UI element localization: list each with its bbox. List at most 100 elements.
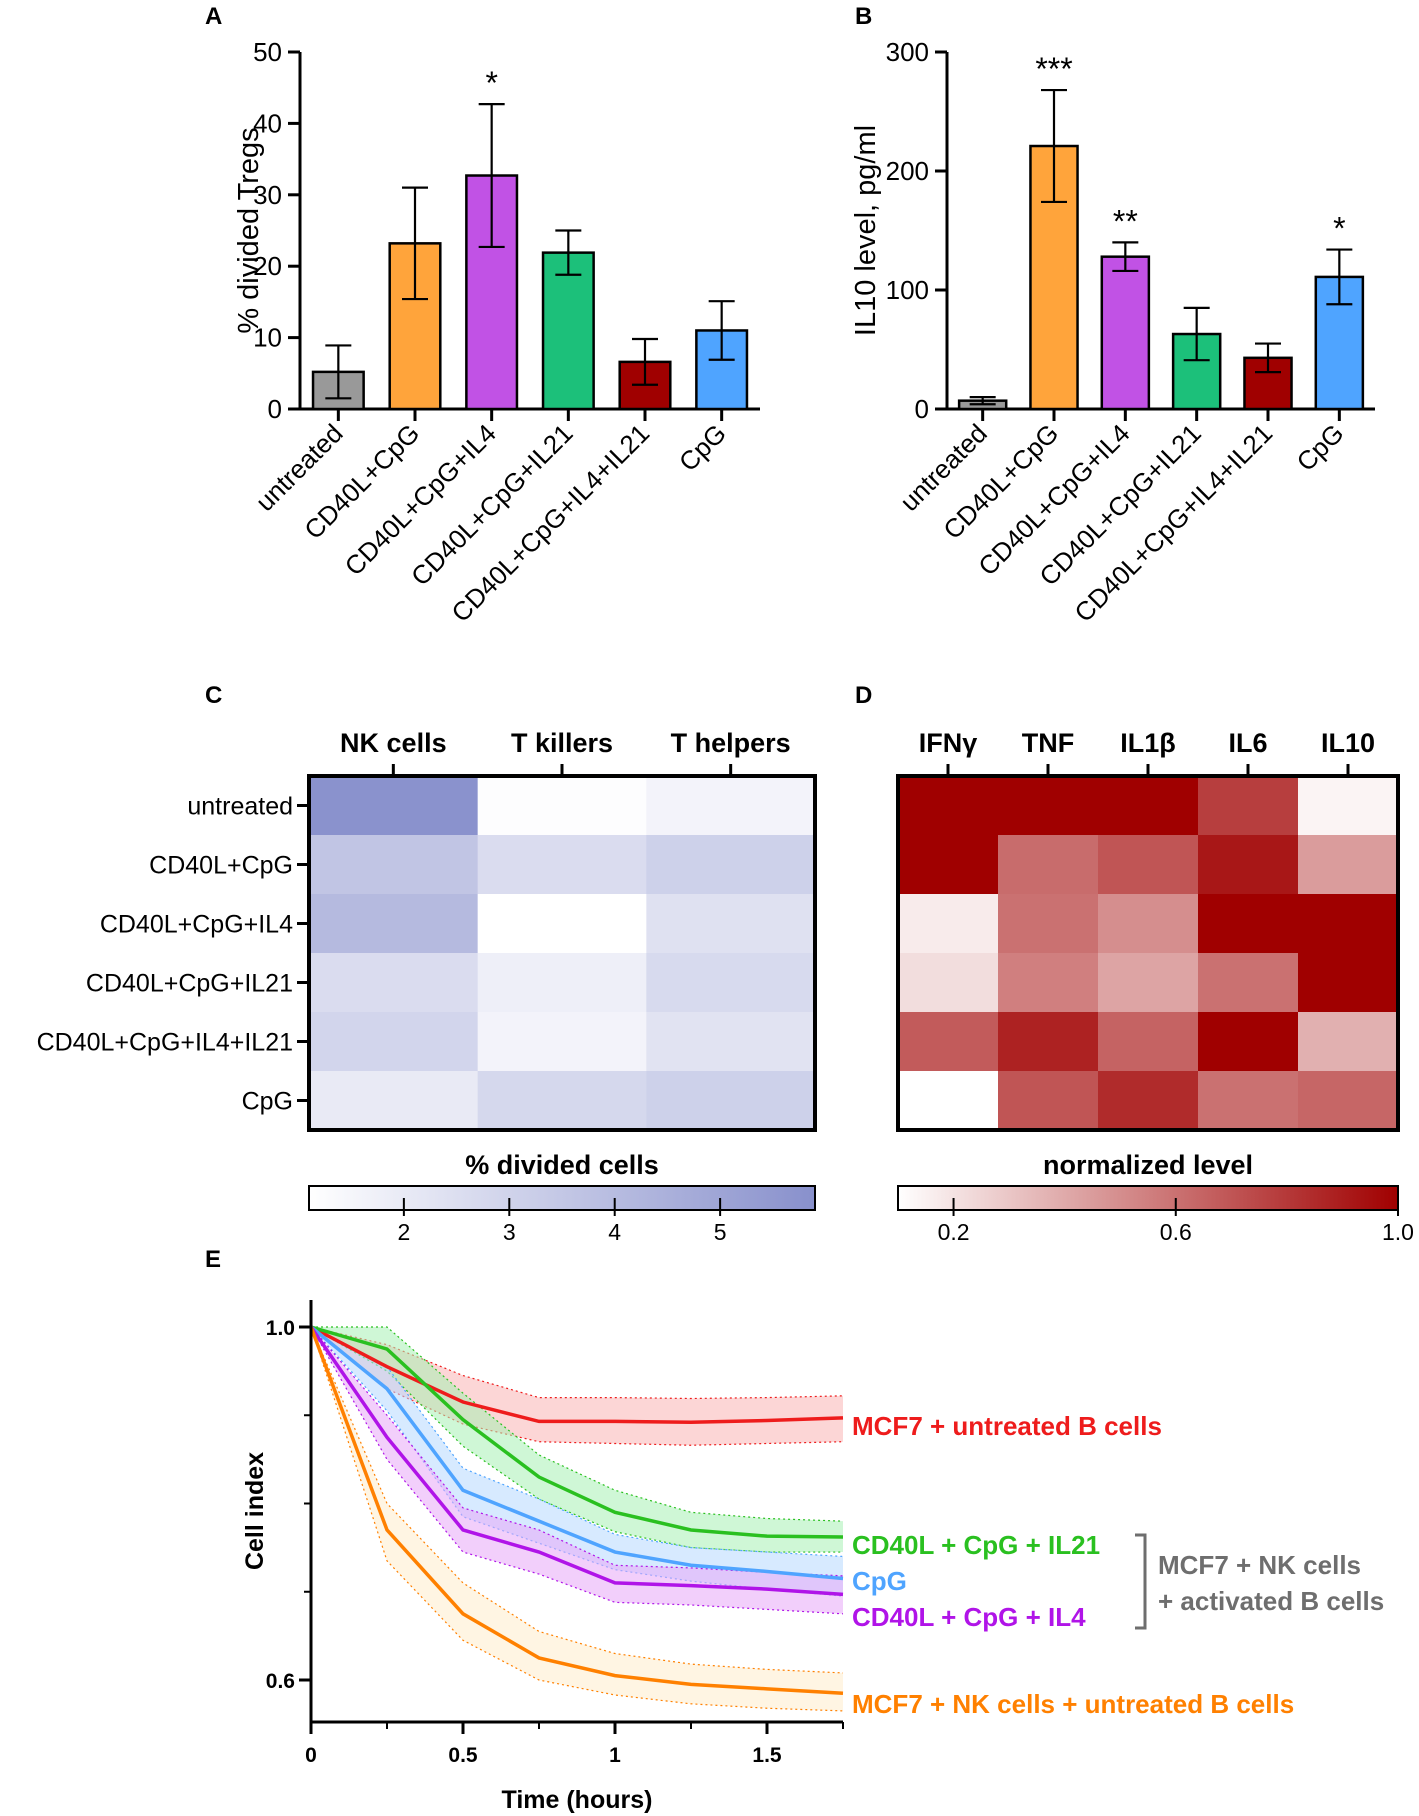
heat-cell-CD40L+CpG+IL21-IL6 [1198,953,1299,1013]
colorbar-tick-label: 0.6 [1160,1219,1192,1245]
heat-cell-CD40L+CpG+IL4+IL21-IL6 [1198,1012,1299,1072]
column-label: T helpers [671,728,791,758]
series-line-MCF7 + untreated B cells [310,1325,844,1425]
heat-cell-CD40L+CpG+IL21-TNF [998,953,1099,1013]
x-tick-label: 0 [305,1744,317,1767]
row-label: CD40L+CpG [149,852,293,880]
heat-cell-CD40L+CpG+IL4+IL21-IL10 [1298,1012,1399,1072]
series-label-CD40L + CpG + IL4: CD40L + CpG + IL4 [852,1602,1086,1632]
heat-cell-CD40L+CpG+IL4-T killers [477,894,647,954]
confidence-band-CpG [311,1327,843,1597]
heat-cell-CD40L+CpG+IL21-T helpers [646,953,816,1013]
colorbar-tick-label: 0.2 [938,1219,970,1245]
column-label: T killers [511,728,613,758]
colorbar [308,1185,816,1211]
heat-cell-CD40L+CpG-IFNγ [898,835,999,895]
significance-mark: *** [1035,51,1072,87]
heat-cell-CD40L+CpG-NK cells [309,835,479,895]
y-tick-label: 100 [886,275,929,305]
y-tick-label: 40 [253,108,282,138]
row-label: untreated [187,793,293,821]
y-tick-label: 50 [253,37,282,67]
y-axis-label: IL10 level, pg/ml [850,125,882,336]
significance-mark: * [485,65,497,101]
significance-mark: * [1333,211,1345,247]
y-tick-label: 0 [268,394,282,424]
heat-cell-CD40L+CpG+IL21-IL10 [1298,953,1399,1013]
heat-cell-untreated-IFNγ [898,776,999,836]
heat-cell-CpG-IL6 [1198,1071,1299,1131]
y-tick-label: 20 [253,251,282,281]
heat-cell-CD40L+CpG+IL21-IL1β [1098,953,1199,1013]
heat-cell-CD40L+CpG+IL4-IL6 [1198,894,1299,954]
heat-cell-CpG-T helpers [646,1071,816,1131]
confidence-band-MCF7 + untreated B cells [311,1327,843,1446]
heat-cell-CD40L+CpG+IL4+IL21-NK cells [309,1012,479,1072]
panel-letter-a: A [205,3,222,30]
series-label-CpG: CpG [852,1566,907,1596]
panel-d-heatmap: IFNγ TNF IL1β IL6 IL10 normalized level 0.2 0.6… [896,728,1414,1245]
confidence-band-MCF7 + NK cells + untreated B cells [311,1327,843,1711]
y-axis-label: Cell index [241,1452,269,1570]
series-line-CpG [309,1325,844,1581]
colorbar-tick-label: 3 [503,1219,516,1245]
row-label: CD40L+CpG+IL4 [100,911,293,939]
colorbar-tick-label: 5 [714,1219,727,1245]
bracket [1135,1533,1147,1630]
colorbar [897,1185,1399,1211]
row-label: CD40L+CpG+IL21 [86,970,293,998]
confidence-band-CD40L + CpG + IL21 [311,1327,843,1553]
x-tick-label: 1 [609,1744,621,1767]
colorbar-tick-label: 2 [397,1219,410,1245]
series-line-CD40L + CpG + IL21 [310,1325,844,1539]
heat-cell-untreated-IL1β [1098,776,1199,836]
heat-cell-CpG-IFNγ [898,1071,999,1131]
heat-cell-CpG-IL1β [1098,1071,1199,1131]
heat-cell-CD40L+CpG+IL4+IL21-T killers [477,1012,647,1072]
panel-e-line-chart: 0.6 1.0 0 0.5 1 1.5 Time (hours) Cell index MCF7… [241,1300,1384,1814]
x-axis-label: Time (hours) [502,1786,653,1814]
heat-cell-CpG-NK cells [309,1071,479,1131]
series-line-MCF7 + NK cells + untreated B cells [309,1326,844,1695]
significance-mark: ** [1113,203,1138,239]
colorbar-title: % divided cells [465,1150,659,1180]
heat-cell-CD40L+CpG+IL4-T helpers [646,894,816,954]
heat-cell-CpG-IL10 [1298,1071,1399,1131]
bracket-label-line-1: MCF7 + NK cells [1158,1550,1361,1580]
bracket-label-line-2: + activated B cells [1158,1586,1384,1616]
y-axis-label: % divided Tregs [233,127,265,333]
confidence-band-CD40L + CpG + IL4 [311,1327,843,1614]
x-tick-label: 1.5 [752,1744,782,1767]
heat-cell-untreated-T killers [477,776,647,836]
band-lower-MCF7 + NK cells + untreated B cells [310,1326,844,1712]
heat-cell-CD40L+CpG-T helpers [646,835,816,895]
heat-cell-CpG-T killers [477,1071,647,1131]
heat-cell-untreated-IL10 [1298,776,1399,836]
y-tick-label: 200 [886,156,929,186]
colorbar-tick-label: 1.0 [1382,1219,1414,1245]
heat-cell-CD40L+CpG-IL10 [1298,835,1399,895]
y-tick-label: 30 [253,180,282,210]
panel-letter-e: E [205,1246,221,1273]
column-label: IL1β [1120,728,1176,758]
column-label: IFNγ [919,728,978,758]
column-label: IL10 [1321,728,1375,758]
heat-cell-CD40L+CpG-T killers [477,835,647,895]
heat-cell-CD40L+CpG-TNF [998,835,1099,895]
heat-cell-CD40L+CpG+IL4-IL10 [1298,894,1399,954]
heat-cell-untreated-IL6 [1198,776,1299,836]
heat-cell-CD40L+CpG+IL4-TNF [998,894,1099,954]
column-label: NK cells [340,728,447,758]
heat-cell-CD40L+CpG+IL4+IL21-TNF [998,1012,1099,1072]
panel-letter-b: B [855,3,872,30]
row-label: CpG [242,1088,293,1116]
heat-cell-untreated-NK cells [309,776,479,836]
heat-cell-CD40L+CpG+IL4+IL21-IL1β [1098,1012,1199,1072]
column-label: IL6 [1228,728,1267,758]
heat-cell-untreated-T helpers [646,776,816,836]
heat-cell-CD40L+CpG-IL6 [1198,835,1299,895]
band-upper-CD40L + CpG + IL4 [310,1326,844,1577]
heat-cell-CD40L+CpG-IL1β [1098,835,1199,895]
